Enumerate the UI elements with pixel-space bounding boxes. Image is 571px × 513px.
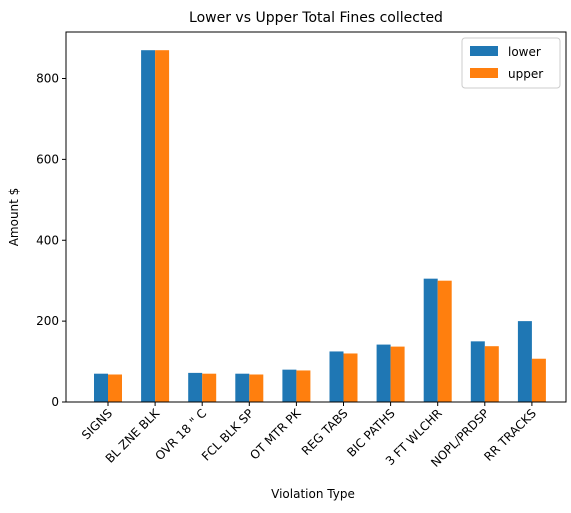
plot-frame bbox=[65, 31, 567, 403]
y-tick-label-3: 600 bbox=[36, 152, 59, 166]
y-tick-label-0: 0 bbox=[51, 395, 59, 409]
legend-label-lower: lower bbox=[508, 45, 541, 59]
y-tick-label-4: 800 bbox=[36, 72, 59, 86]
bar-lower-2 bbox=[188, 372, 203, 402]
bar-upper-7 bbox=[437, 280, 452, 402]
x-tick-label-5: REG TABS bbox=[299, 406, 351, 458]
x-axis-label: Violation Type bbox=[271, 487, 355, 501]
bar-upper-1 bbox=[155, 50, 170, 403]
bar-lower-5 bbox=[329, 351, 344, 402]
legend-swatch-lower bbox=[470, 46, 498, 56]
bar-upper-6 bbox=[390, 346, 405, 402]
bar-upper-8 bbox=[484, 346, 499, 402]
bar-upper-0 bbox=[108, 374, 122, 402]
bar-lower-1 bbox=[141, 50, 156, 403]
bar-upper-5 bbox=[343, 353, 358, 402]
x-tick-label-0: SIGNS bbox=[79, 406, 115, 442]
bar-upper-3 bbox=[249, 374, 264, 402]
bar-lower-0 bbox=[94, 373, 108, 402]
y-tick-label-2: 400 bbox=[36, 233, 59, 247]
bar-lower-8 bbox=[470, 341, 485, 402]
bar-lower-7 bbox=[423, 278, 438, 402]
x-tick-label-4: OT MTR PK bbox=[247, 405, 304, 462]
legend-label-upper: upper bbox=[508, 67, 543, 81]
y-axis: 0 200 400 600 800 bbox=[36, 72, 66, 409]
chart-title: Lower vs Upper Total Fines collected bbox=[189, 10, 443, 26]
legend: lower upper bbox=[461, 37, 561, 89]
y-tick-label-1: 200 bbox=[36, 314, 59, 328]
bar-upper-2 bbox=[202, 373, 217, 402]
bar-lower-9 bbox=[517, 321, 532, 402]
legend-swatch-upper bbox=[470, 68, 498, 78]
bar-upper-4 bbox=[296, 370, 311, 402]
bar-lower-6 bbox=[376, 344, 391, 402]
bar-lower-4 bbox=[282, 369, 297, 402]
bar-lower-3 bbox=[235, 373, 250, 402]
bars-group bbox=[94, 50, 546, 403]
bar-upper-9 bbox=[531, 358, 546, 402]
y-axis-label: Amount $ bbox=[7, 188, 21, 247]
